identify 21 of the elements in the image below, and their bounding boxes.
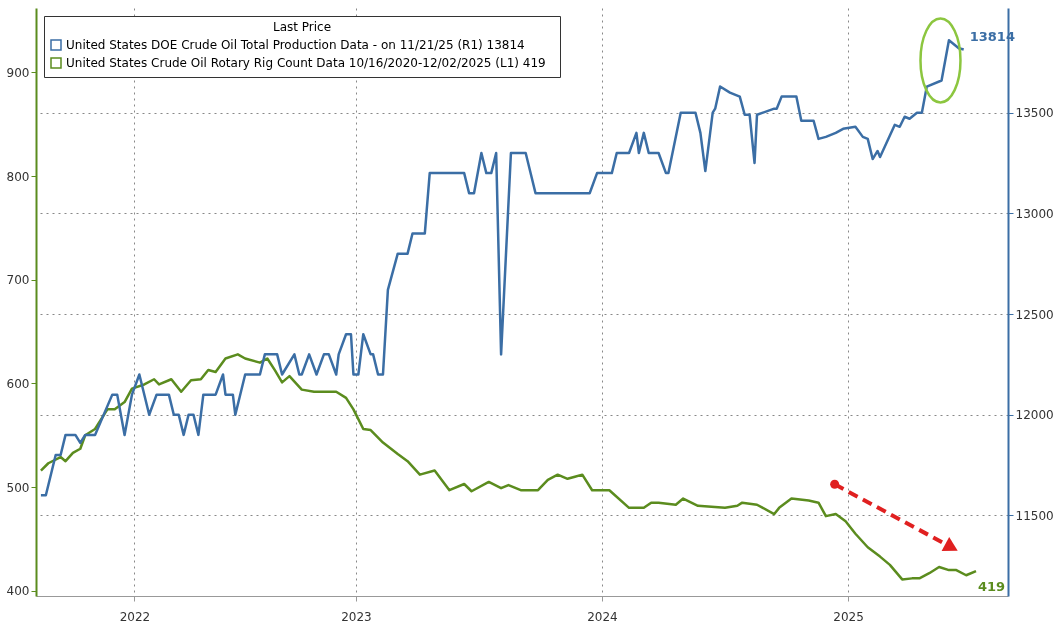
- line-series: [39, 353, 978, 581]
- y-tick-label: 600: [6, 376, 30, 391]
- legend-label: United States Crude Oil Rotary Rig Count Data 10/16/2020-12/02/2025 (L1) 419: [66, 56, 546, 70]
- y-tick-label: 800: [6, 169, 30, 184]
- y-tick-label: 400: [6, 584, 30, 599]
- legend-title: Last Price: [272, 20, 332, 34]
- y2-tick-label: 13000: [1015, 206, 1054, 221]
- y2-tick-label: 11500: [1015, 508, 1054, 523]
- x-tick-label: 2023: [341, 609, 372, 624]
- y-tick-label: 700: [6, 273, 30, 288]
- legend-label: United States DOE Crude Oil Total Production Data - on 11/21/25 (R1) 13814: [66, 38, 525, 52]
- y2-tick-label: 13500: [1015, 106, 1054, 121]
- data-label: 419: [978, 579, 1006, 595]
- y2-tick-label: 12500: [1015, 307, 1054, 322]
- x-tick-label: 2024: [587, 609, 618, 624]
- x-tick-label: 2025: [833, 609, 864, 624]
- y2-tick-label: 12000: [1015, 408, 1054, 423]
- y-tick-label: 900: [6, 65, 30, 80]
- x-tick-label: 2022: [119, 609, 151, 624]
- line-series: [39, 38, 965, 497]
- y-tick-label: 500: [6, 480, 30, 495]
